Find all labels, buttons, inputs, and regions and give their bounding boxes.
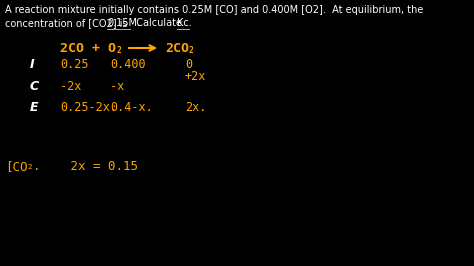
Text: -2x: -2x: [60, 80, 82, 93]
Text: concentration of [CO2] is: concentration of [CO2] is: [5, 18, 131, 28]
Text: +2x: +2x: [185, 70, 206, 83]
Text: 2: 2: [189, 46, 194, 55]
Text: -x: -x: [110, 80, 124, 93]
Text: 0.25-2x.: 0.25-2x.: [60, 101, 117, 114]
Text: Calculate: Calculate: [130, 18, 185, 28]
Text: C: C: [30, 80, 39, 93]
Text: 2: 2: [27, 164, 31, 170]
Text: A reaction mixture initially contains 0.25M [CO] and 0.400M [O2].  At equilibriu: A reaction mixture initially contains 0.…: [5, 5, 423, 15]
Text: 0: 0: [185, 58, 192, 71]
Text: 2CO + O: 2CO + O: [60, 42, 116, 55]
Text: I: I: [30, 58, 35, 71]
Text: 0.400: 0.400: [110, 58, 146, 71]
Text: 0.4-x.: 0.4-x.: [110, 101, 153, 114]
Text: 0.15M.: 0.15M.: [107, 18, 140, 28]
Text: 0.25: 0.25: [60, 58, 89, 71]
Text: 2x.: 2x.: [185, 101, 206, 114]
Text: 2CO: 2CO: [165, 42, 189, 55]
Text: 2: 2: [117, 46, 122, 55]
Text: [CO: [CO: [5, 160, 27, 173]
Text: Kc.: Kc.: [177, 18, 192, 28]
Text: .    2x = 0.15: . 2x = 0.15: [33, 160, 138, 173]
Text: E: E: [30, 101, 38, 114]
